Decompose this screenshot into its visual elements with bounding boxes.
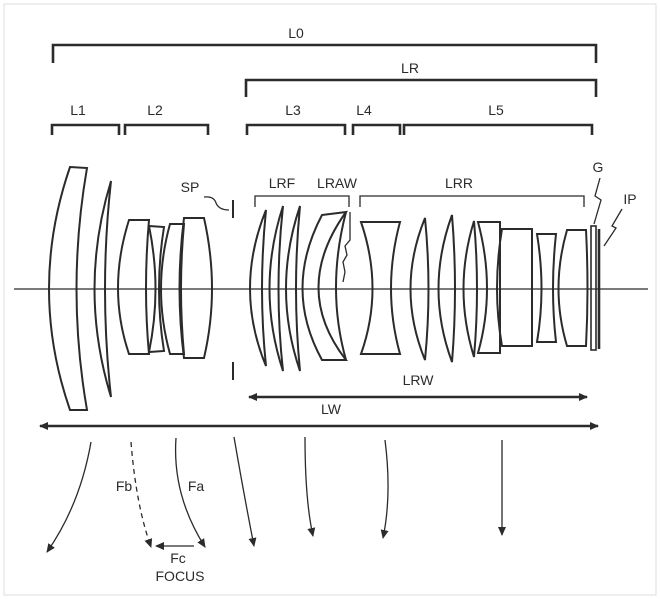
label-L2: L2 (147, 102, 163, 118)
lens-L5-element-7 (557, 229, 589, 347)
trajectory-L4a (304, 436, 316, 537)
label-LRAW: LRAW (317, 175, 358, 191)
lens-L1-element-1 (48, 165, 89, 411)
lens-L2-element-4 (178, 217, 213, 359)
label-Fa: Fa (188, 478, 205, 494)
bracket-L0 (51, 43, 598, 63)
leader-SP (203, 196, 230, 211)
label-FOCUS: FOCUS (156, 568, 205, 584)
label-Fb: Fb (116, 478, 133, 494)
label-L4: L4 (356, 102, 372, 118)
label-L3: L3 (285, 102, 301, 118)
label-L5: L5 (488, 102, 504, 118)
bracket-L3 (245, 123, 347, 135)
trajectory-L1 (46, 441, 92, 553)
lens-L3-element-2 (268, 205, 284, 372)
lens-L3-element-1 (249, 209, 267, 367)
lens-L5-element-6 (535, 233, 558, 343)
label-L0: L0 (288, 25, 304, 41)
leader-G (593, 177, 602, 225)
lens-L4-element-1 (359, 221, 402, 355)
label-G: G (593, 159, 604, 175)
label-SP: SP (181, 179, 200, 195)
label-LRR: LRR (445, 175, 473, 191)
label-Fc: Fc (170, 550, 186, 566)
frame-border (3, 3, 657, 596)
label-LRF: LRF (269, 175, 295, 191)
trajectory-L4 (380, 439, 389, 539)
lens-L2-element-2 (147, 224, 166, 354)
trajectory-Fb (130, 441, 153, 548)
lrraw-aspheric-surface (342, 212, 351, 283)
lens-L5-element-5 (496, 228, 533, 347)
trajectory-L3 (233, 436, 257, 547)
bracket-LRR (359, 195, 585, 207)
lens-L5-element-3 (462, 220, 478, 358)
label-L1: L1 (70, 102, 86, 118)
lens-L5-element-2 (437, 214, 456, 363)
bracket-L2 (123, 123, 210, 135)
bracket-L1 (50, 123, 121, 135)
bracket-LRF (254, 195, 350, 207)
label-LRW: LRW (403, 372, 435, 388)
lens-L3-element-4 (301, 210, 349, 361)
lens-L5-element-4 (476, 221, 501, 354)
label-IP: IP (623, 191, 636, 207)
lens-L2-element-1 (117, 219, 151, 355)
bracket-L5 (402, 123, 594, 135)
bracket-LR (244, 78, 598, 97)
lens-L1-element-2 (93, 180, 112, 398)
bracket-L4 (351, 123, 402, 135)
trajectory-Fa (174, 437, 206, 548)
leader-IP (603, 208, 623, 247)
label-LW: LW (321, 401, 342, 417)
label-LR: LR (401, 60, 419, 76)
glass-block-G (590, 225, 597, 351)
lens-L5-element-1 (409, 217, 430, 361)
lens-L3-cemented-face (335, 211, 347, 361)
lens-L3-element-3 (285, 205, 301, 372)
